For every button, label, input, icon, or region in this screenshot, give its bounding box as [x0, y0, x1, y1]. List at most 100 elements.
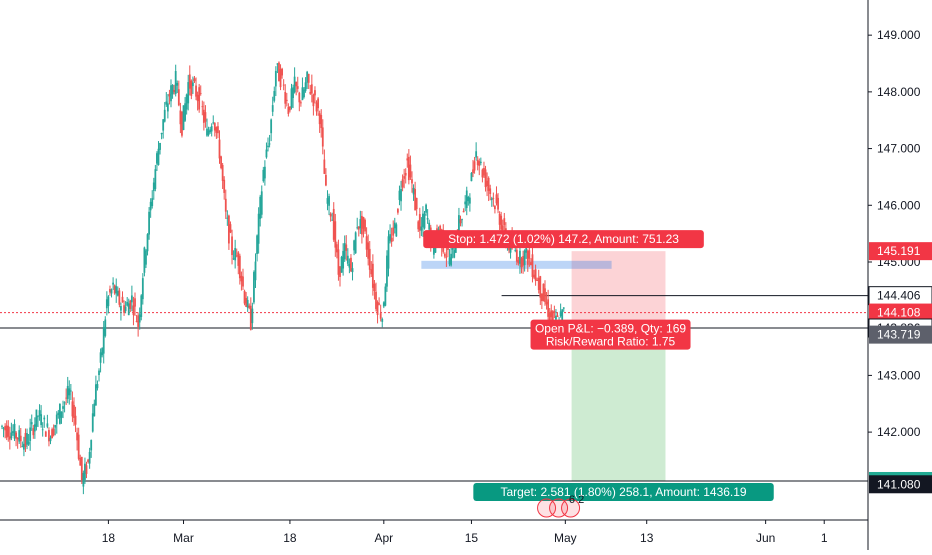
candle[interactable]	[365, 227, 368, 257]
candle[interactable]	[422, 206, 424, 237]
candle[interactable]	[98, 368, 100, 382]
candle[interactable]	[345, 235, 348, 261]
candle[interactable]	[210, 123, 213, 137]
candle[interactable]	[93, 399, 96, 417]
candle[interactable]	[472, 159, 474, 178]
candle[interactable]	[35, 409, 38, 431]
stop-label[interactable]: Stop: 1.472 (1.02%) 147.2, Amount: 751.2…	[423, 230, 704, 249]
candle[interactable]	[534, 264, 537, 286]
candle[interactable]	[148, 207, 150, 240]
candle[interactable]	[461, 218, 463, 227]
candle[interactable]	[448, 249, 451, 267]
candle[interactable]	[282, 79, 285, 91]
candle[interactable]	[44, 430, 47, 437]
candle[interactable]	[379, 304, 382, 322]
candle[interactable]	[121, 291, 124, 303]
candle[interactable]	[33, 417, 36, 439]
candle[interactable]	[290, 83, 293, 110]
candle[interactable]	[412, 184, 415, 201]
candle[interactable]	[30, 414, 33, 431]
candle[interactable]	[26, 428, 28, 450]
candle[interactable]	[476, 156, 479, 171]
candle[interactable]	[69, 384, 72, 400]
candle[interactable]	[487, 176, 490, 202]
candle[interactable]	[204, 105, 207, 128]
candle[interactable]	[32, 424, 35, 439]
candle[interactable]	[201, 100, 204, 116]
candle[interactable]	[102, 321, 105, 364]
candle[interactable]	[279, 64, 282, 91]
candle[interactable]	[207, 126, 210, 137]
candle[interactable]	[79, 454, 82, 466]
candle[interactable]	[390, 227, 393, 247]
candle[interactable]	[253, 270, 255, 305]
candle[interactable]	[166, 94, 169, 119]
candle[interactable]	[7, 420, 10, 442]
candle[interactable]	[94, 375, 97, 406]
candle[interactable]	[2, 426, 5, 438]
candle[interactable]	[84, 457, 86, 484]
candle[interactable]	[335, 241, 338, 259]
candle[interactable]	[357, 226, 360, 237]
candle[interactable]	[165, 92, 168, 107]
candle[interactable]	[141, 273, 144, 305]
candle[interactable]	[163, 102, 166, 123]
candle[interactable]	[65, 388, 68, 406]
candle[interactable]	[198, 83, 201, 113]
candle[interactable]	[229, 221, 232, 234]
candle[interactable]	[202, 101, 205, 131]
candle[interactable]	[418, 207, 421, 239]
candle[interactable]	[340, 255, 343, 273]
candle[interactable]	[107, 295, 110, 314]
candle[interactable]	[409, 155, 412, 180]
candle[interactable]	[19, 427, 22, 448]
candle[interactable]	[181, 111, 183, 138]
candle[interactable]	[187, 74, 190, 111]
price-tag[interactable]: 141.080	[869, 475, 932, 494]
candle[interactable]	[251, 302, 254, 330]
candle[interactable]	[404, 168, 407, 184]
candle[interactable]	[123, 300, 125, 316]
candle[interactable]	[382, 301, 385, 309]
candle[interactable]	[323, 149, 326, 175]
price-tag[interactable]: 145.191	[869, 242, 932, 261]
candle[interactable]	[115, 278, 118, 303]
price-tag[interactable]: 143.719	[869, 325, 932, 344]
candle[interactable]	[271, 96, 274, 117]
candle[interactable]	[273, 86, 276, 103]
candle[interactable]	[37, 415, 39, 428]
candle[interactable]	[371, 254, 374, 296]
candle[interactable]	[259, 194, 262, 227]
candle[interactable]	[85, 461, 88, 479]
candle[interactable]	[292, 84, 294, 109]
candle[interactable]	[425, 203, 427, 216]
candle[interactable]	[378, 297, 381, 306]
candle[interactable]	[267, 137, 269, 152]
candle[interactable]	[227, 214, 230, 250]
candle[interactable]	[299, 100, 302, 107]
candle[interactable]	[375, 282, 377, 312]
candle[interactable]	[80, 456, 83, 484]
candle[interactable]	[154, 164, 157, 192]
candle[interactable]	[87, 458, 89, 464]
candle[interactable]	[257, 207, 260, 254]
candle[interactable]	[120, 302, 122, 321]
candle[interactable]	[500, 211, 503, 233]
candle[interactable]	[243, 289, 246, 306]
candle[interactable]	[348, 258, 351, 274]
candle[interactable]	[21, 441, 24, 448]
candle[interactable]	[48, 427, 50, 447]
candle[interactable]	[393, 217, 396, 234]
candle[interactable]	[522, 250, 524, 274]
candle[interactable]	[334, 213, 337, 257]
candle[interactable]	[254, 253, 257, 289]
candle[interactable]	[470, 172, 473, 182]
candle[interactable]	[553, 305, 556, 319]
candle[interactable]	[350, 254, 352, 273]
candle[interactable]	[530, 258, 532, 266]
candle[interactable]	[46, 414, 49, 429]
candle[interactable]	[60, 411, 63, 424]
candle[interactable]	[41, 422, 44, 437]
candle[interactable]	[62, 400, 64, 419]
candle[interactable]	[101, 347, 104, 358]
